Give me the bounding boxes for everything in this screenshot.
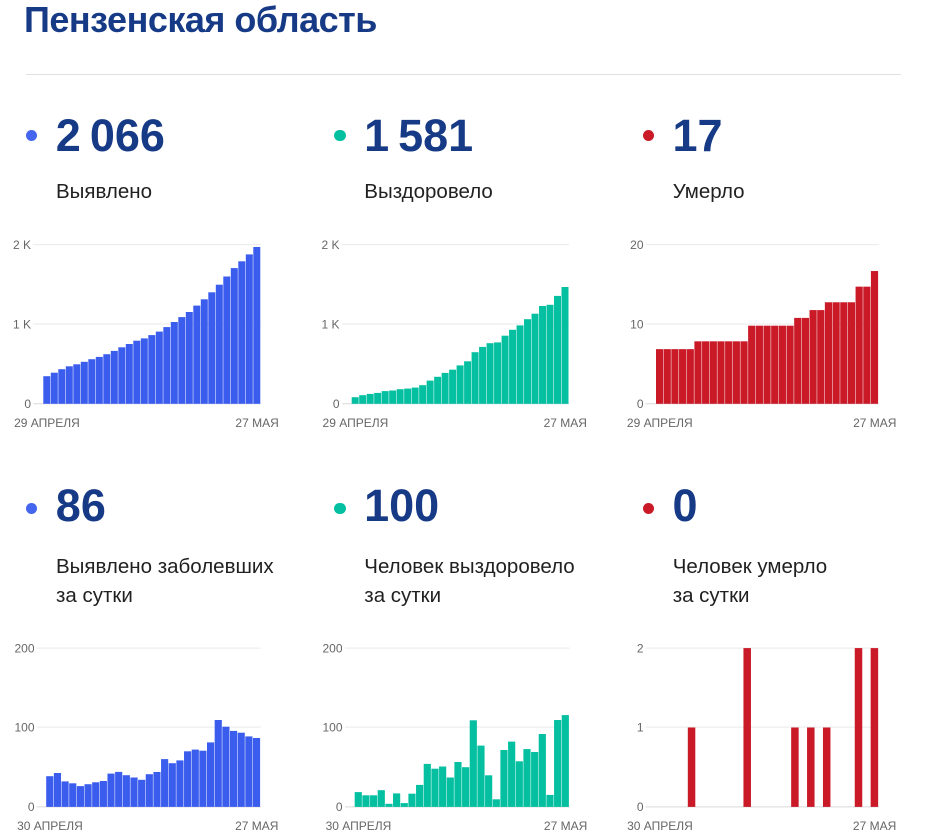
svg-text:27 МАЯ: 27 МАЯ [235, 819, 278, 833]
svg-text:2: 2 [637, 641, 644, 655]
svg-text:200: 200 [322, 641, 342, 655]
svg-text:1: 1 [637, 720, 644, 734]
svg-text:27 МАЯ: 27 МАЯ [544, 416, 587, 430]
svg-text:27 МАЯ: 27 МАЯ [235, 416, 278, 430]
svg-text:30 АПРЕЛЯ: 30 АПРЕЛЯ [627, 819, 693, 833]
svg-text:0: 0 [28, 800, 35, 814]
svg-text:29 АПРЕЛЯ: 29 АПРЕЛЯ [323, 416, 389, 430]
svg-text:1 K: 1 K [321, 317, 339, 331]
svg-text:2 K: 2 K [13, 238, 31, 252]
svg-text:30 АПРЕЛЯ: 30 АПРЕЛЯ [326, 819, 392, 833]
svg-text:29 АПРЕЛЯ: 29 АПРЕЛЯ [14, 416, 80, 430]
svg-text:0: 0 [637, 397, 644, 411]
svg-text:27 МАЯ: 27 МАЯ [544, 819, 587, 833]
svg-text:30 АПРЕЛЯ: 30 АПРЕЛЯ [17, 819, 83, 833]
svg-text:2 K: 2 K [321, 238, 339, 252]
svg-text:0: 0 [336, 800, 343, 814]
svg-text:27 МАЯ: 27 МАЯ [853, 819, 896, 833]
svg-text:27 МАЯ: 27 МАЯ [853, 416, 896, 430]
svg-text:20: 20 [630, 238, 644, 252]
svg-text:0: 0 [333, 397, 340, 411]
svg-text:0: 0 [24, 397, 31, 411]
svg-text:200: 200 [14, 641, 34, 655]
svg-text:100: 100 [14, 720, 34, 734]
svg-text:100: 100 [322, 720, 342, 734]
svg-text:29 АПРЕЛЯ: 29 АПРЕЛЯ [627, 416, 693, 430]
svg-text:0: 0 [637, 800, 644, 814]
svg-text:1 K: 1 K [13, 317, 31, 331]
svg-text:10: 10 [630, 317, 644, 331]
